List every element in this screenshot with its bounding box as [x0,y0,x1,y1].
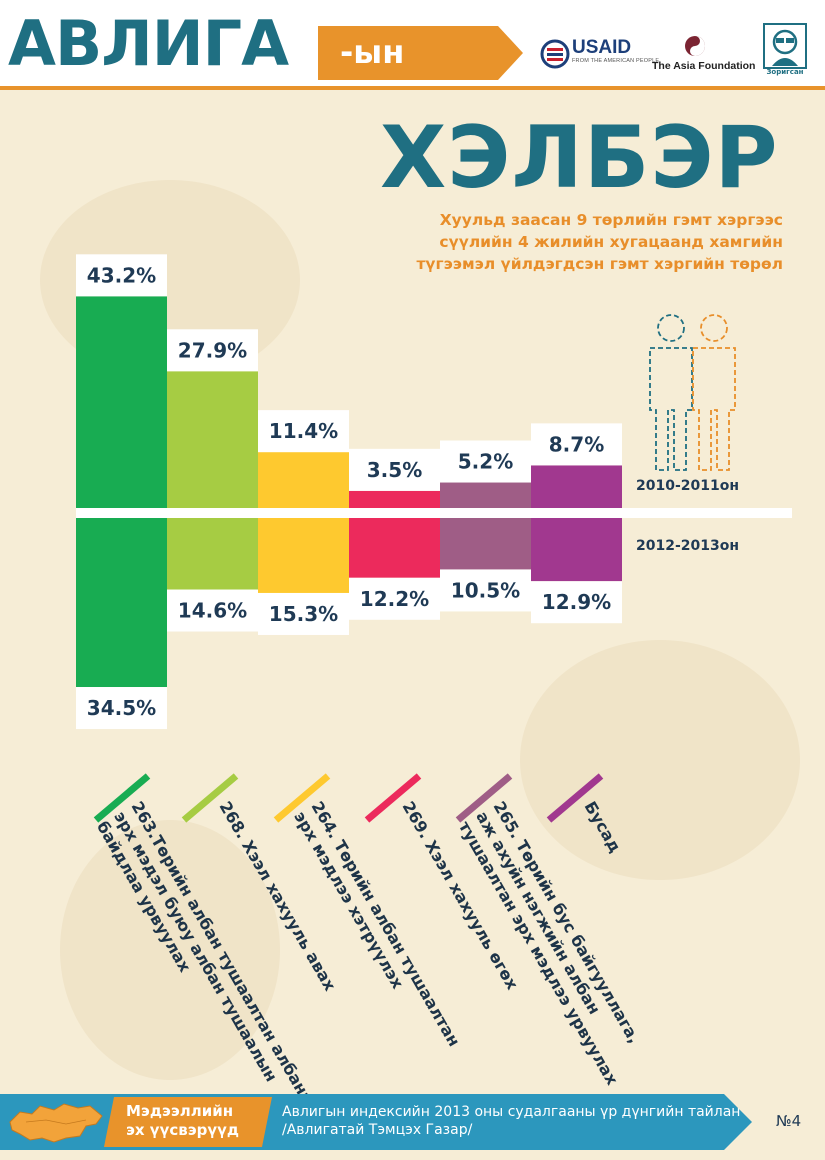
footer-tag-line: Мэдээллийн [126,1102,234,1120]
value-label-box [76,254,167,297]
value-label-2012-2013: 12.2% [360,587,429,611]
bar-2012-2013 [440,518,531,570]
title-suffix-arrow-shape [318,26,523,80]
axis-band [76,508,792,518]
subtitle-line: Хуульд заасан 9 төрлийн гэмт хэргээс [439,211,783,229]
value-label-2010-2011: 5.2% [458,450,513,474]
value-label-box [349,448,440,491]
series-label-2012-2013: 2012-2013он [636,538,740,554]
asia-foundation-logo-icon [685,36,705,56]
value-label-box [531,581,622,624]
background-stain [60,820,280,1080]
bar-2012-2013 [349,518,440,578]
usaid-tagline: FROM THE AMERICAN PEOPLE [572,58,660,64]
legend-color-bar [181,773,239,823]
header-divider [0,86,825,90]
bar-2010-2011 [349,490,440,508]
page-number-tab [724,1094,825,1150]
usaid-wordmark: USAID [572,37,632,58]
bar-2012-2013 [531,518,622,582]
value-label-2012-2013: 10.5% [451,578,520,602]
value-label-box [531,423,622,466]
legend-color-bar [93,773,151,823]
value-label-2010-2011: 3.5% [367,458,422,482]
background-stain [520,640,800,880]
value-label-box [440,569,531,612]
bar-2010-2011 [76,296,167,508]
zorigt-wordmark: Зоригсан [766,68,804,76]
value-label-box [167,589,258,632]
usaid-logo [540,39,570,69]
zorigt-logo [763,23,807,69]
people-icon [649,314,736,471]
footer-tag-line: эх үүсвэрүүд [126,1121,240,1139]
value-label-2012-2013: 15.3% [269,602,338,626]
page-number: №4 [776,1112,802,1130]
footer-source-line: /Авлигатай Тэмцэх Газар/ [282,1122,473,1138]
footer-tag-shape [104,1097,272,1147]
value-label-2010-2011: 8.7% [549,432,604,456]
page-title: АВЛИГА [8,7,289,80]
bar-2012-2013 [76,518,167,688]
main-heading: ХЭЛБЭР [380,108,779,208]
value-label-box [76,687,167,730]
value-label-2012-2013: 34.5% [87,696,156,720]
mongolia-map-icon [9,1103,103,1143]
value-label-box [258,410,349,453]
value-label-box [440,440,531,483]
value-label-2012-2013: 14.6% [178,599,247,623]
page-title-suffix: -ын [340,33,405,71]
legend-color-bar [455,773,513,823]
bar-2010-2011 [531,465,622,508]
value-label-2010-2011: 11.4% [269,419,338,443]
legend-color-bar [364,773,422,823]
bar-2010-2011 [258,452,349,508]
value-label-2012-2013: 12.9% [542,590,611,614]
legend-color-bar [273,773,331,823]
bar-2012-2013 [167,518,258,590]
subtitle-line: сүүлийн 4 жилийн хугацаанд хамгийн [439,233,783,251]
bar-2010-2011 [167,371,258,508]
value-label-2010-2011: 43.2% [87,263,156,287]
bar-2012-2013 [258,518,349,593]
value-label-2010-2011: 27.9% [178,338,247,362]
legend-color-bar [546,773,604,823]
series-label-2010-2011: 2010-2011он [636,478,740,494]
subtitle-line: түгээмэл үйлдэгдсэн гэмт хэргийн төрөл [416,255,783,273]
asia-foundation-wordmark: The Asia Foundation [652,60,756,72]
value-label-box [349,577,440,620]
value-label-box [167,329,258,372]
bar-2010-2011 [440,482,531,508]
footer-source-line: Авлигын индексийн 2013 оны судалгааны үр… [282,1104,741,1120]
value-label-box [258,592,349,635]
